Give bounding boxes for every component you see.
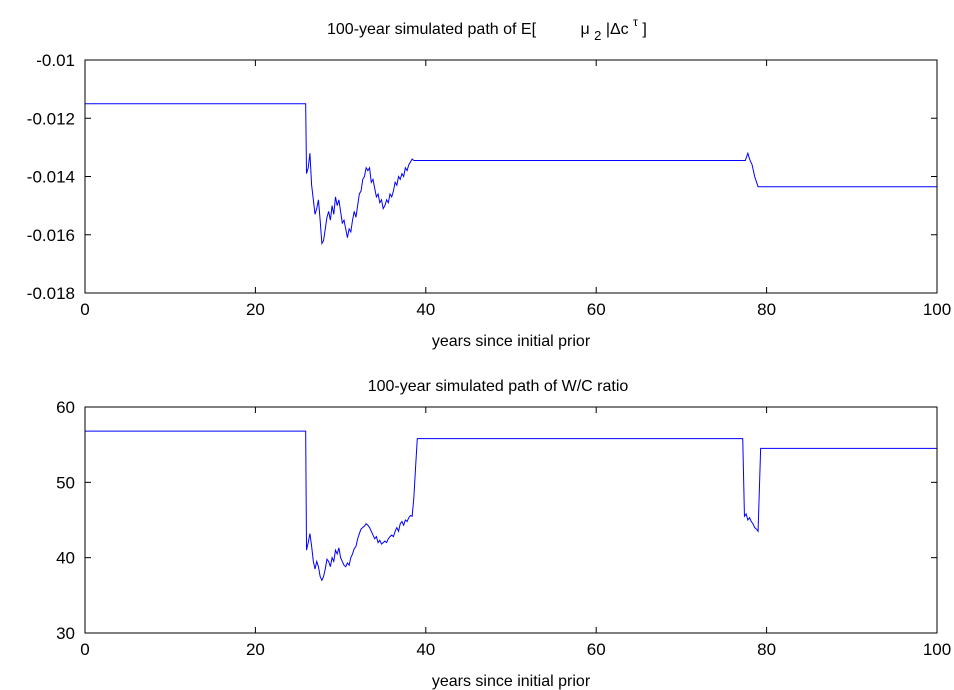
chart-top-series-line	[85, 103, 937, 246]
chart-bottom-axes-frame	[84, 406, 938, 634]
chart-top-ytick-label: -0.01	[36, 51, 75, 70]
chart-top-axes-frame	[84, 59, 938, 294]
chart-bottom-title: 100-year simulated path of W/C ratio	[368, 378, 629, 395]
chart-top-xlabel: years since initial prior	[432, 333, 591, 350]
chart-top: 100-year simulated path of E[ μ 2 |Δc τ …	[27, 13, 951, 350]
chart-bottom-xtick-label: 60	[587, 640, 606, 659]
chart-top-xtick-label: 0	[80, 300, 89, 319]
chart-bottom-xtick-label: 40	[416, 640, 435, 659]
chart-top-xtick-label: 40	[416, 300, 435, 319]
chart-top-xtick-label: 60	[587, 300, 606, 319]
chart-top-ytick-label: -0.014	[27, 168, 75, 187]
chart-bottom-ytick-label: 60	[56, 398, 75, 417]
chart-top-title: 100-year simulated path of E[ μ 2 |Δc τ …	[327, 13, 647, 44]
chart-bottom-xtick-label: 100	[923, 640, 951, 659]
chart-bottom-ytick-label: 30	[56, 624, 75, 643]
chart-bottom-xlabel: years since initial prior	[432, 673, 591, 690]
chart-top-xtick-label: 100	[923, 300, 951, 319]
chart-bottom-ytick-label: 40	[56, 549, 75, 568]
chart-top-xtick-label: 80	[757, 300, 776, 319]
chart-top-ytick-label: -0.018	[27, 284, 75, 303]
chart-top-ytick-label: -0.012	[27, 109, 75, 128]
chart-bottom-ytick-label: 50	[56, 473, 75, 492]
chart-bottom-xtick-label: 80	[757, 640, 776, 659]
chart-bottom-xtick-label: 20	[246, 640, 265, 659]
chart-bottom-xtick-label: 0	[80, 640, 89, 659]
chart-bottom: 100-year simulated path of W/C ratio 60 5…	[56, 378, 951, 690]
chart-bottom-series-line	[85, 430, 937, 582]
chart-top-ytick-label: -0.016	[27, 226, 75, 245]
chart-top-xtick-label: 20	[246, 300, 265, 319]
